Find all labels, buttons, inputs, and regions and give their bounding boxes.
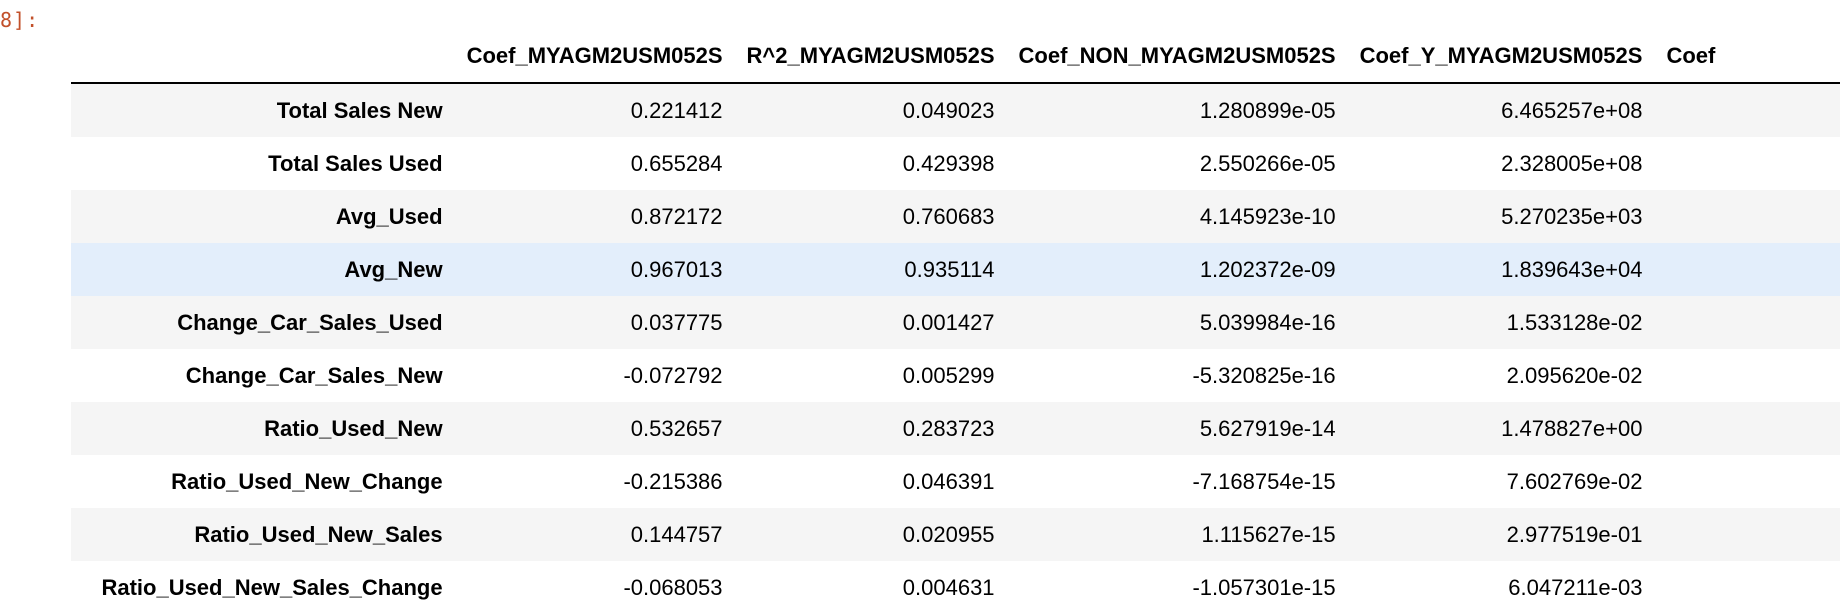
table-row: Change_Car_Sales_Used 0.037775 0.001427 …: [71, 296, 1840, 349]
table-row: Ratio_Used_New_Sales_Change -0.068053 0.…: [71, 561, 1840, 614]
cell-output-prompt: 8]:: [0, 8, 40, 32]
table-cell: 0.144757: [630, 522, 723, 547]
table-row: Ratio_Used_New_Change -0.215386 0.046391…: [71, 455, 1840, 508]
table-row: Ratio_Used_New_Sales 0.144757 0.020955 1…: [71, 508, 1840, 561]
table-cell: 4.145923e-10: [1199, 204, 1336, 229]
table-cell: 1.478827e+00: [1501, 416, 1643, 441]
table-cell: -5.320825e-16: [1192, 363, 1336, 388]
table-row: Change_Car_Sales_New -0.072792 0.005299 …: [71, 349, 1840, 402]
table-cell: 0.872172: [630, 204, 723, 229]
table-cell: 1.202372e-09: [1199, 257, 1336, 282]
table-cell: [1642, 455, 1840, 508]
table-cell: [1642, 508, 1840, 561]
table-cell: 1.533128e-02: [1506, 310, 1643, 335]
table-cell: 0.049023: [902, 98, 995, 123]
table-cell: 0.532657: [630, 416, 723, 441]
table-cell: 0.221412: [630, 98, 723, 123]
row-index: Change_Car_Sales_New: [185, 363, 443, 388]
table-cell: 6.465257e+08: [1501, 98, 1643, 123]
row-index: Ratio_Used_New: [264, 416, 443, 441]
index-header: [71, 30, 443, 84]
header-row: Coef_MYAGM2USM052S R^2_MYAGM2USM052S Coe…: [71, 30, 1840, 84]
table-cell: -0.215386: [623, 469, 723, 494]
table-row-hovered: Avg_New 0.967013 0.935114 1.202372e-09 1…: [71, 243, 1840, 296]
table-cell: 0.020955: [902, 522, 995, 547]
table-cell: -7.168754e-15: [1192, 469, 1336, 494]
table-cell: 0.004631: [902, 575, 995, 600]
table-cell: 0.046391: [902, 469, 995, 494]
table-header: Coef_MYAGM2USM052S R^2_MYAGM2USM052S Coe…: [71, 30, 1840, 84]
table-row: Avg_Used 0.872172 0.760683 4.145923e-10 …: [71, 190, 1840, 243]
table-cell: 2.328005e+08: [1501, 151, 1643, 176]
table-cell: 2.977519e-01: [1506, 522, 1643, 547]
table-cell: [1642, 349, 1840, 402]
table-cell: 5.627919e-14: [1199, 416, 1336, 441]
table-cell: 1.839643e+04: [1501, 257, 1643, 282]
column-header: Coef_MYAGM2USM052S: [442, 30, 723, 84]
table-cell: 0.935114: [904, 257, 995, 282]
row-index: Ratio_Used_New_Change: [171, 469, 443, 494]
table-cell: 0.967013: [630, 257, 723, 282]
table-cell: [1642, 190, 1840, 243]
table-row: Total Sales New 0.221412 0.049023 1.2808…: [71, 83, 1840, 137]
table-cell: 2.095620e-02: [1506, 363, 1643, 388]
table-cell: [1642, 137, 1840, 190]
table-cell: 0.760683: [902, 204, 995, 229]
table-cell: [1642, 243, 1840, 296]
table-cell: 1.115627e-15: [1201, 522, 1336, 547]
table-cell: 0.001427: [902, 310, 995, 335]
table-cell: -0.068053: [623, 575, 723, 600]
table-cell: [1642, 561, 1840, 614]
table-cell: 0.037775: [630, 310, 723, 335]
table-cell: 5.039984e-16: [1199, 310, 1336, 335]
table-cell: 0.005299: [902, 363, 995, 388]
table-cell: -1.057301e-15: [1192, 575, 1336, 600]
table-cell: -0.072792: [623, 363, 723, 388]
table-cell: 0.429398: [902, 151, 995, 176]
table-cell: [1642, 83, 1840, 137]
row-index: Total Sales New: [276, 98, 443, 123]
row-index: Ratio_Used_New_Sales: [194, 522, 443, 547]
table-cell: 7.602769e-02: [1506, 469, 1643, 494]
row-index: Change_Car_Sales_Used: [177, 310, 443, 335]
table-cell: 0.655284: [630, 151, 723, 176]
row-index: Avg_Used: [335, 204, 443, 229]
table-cell: 6.047211e-03: [1508, 575, 1643, 600]
dataframe-output: Coef_MYAGM2USM052S R^2_MYAGM2USM052S Coe…: [71, 30, 1840, 614]
table-row: Total Sales Used 0.655284 0.429398 2.550…: [71, 137, 1840, 190]
table-cell: [1642, 296, 1840, 349]
row-index: Total Sales Used: [268, 151, 443, 176]
row-index: Avg_New: [344, 257, 443, 282]
table-body: Total Sales New 0.221412 0.049023 1.2808…: [71, 83, 1840, 614]
table-cell: [1642, 402, 1840, 455]
table-cell: 5.270235e+03: [1501, 204, 1643, 229]
table-row: Ratio_Used_New 0.532657 0.283723 5.62791…: [71, 402, 1840, 455]
column-header: Coef_Y_MYAGM2USM052S: [1335, 30, 1643, 84]
dataframe-table: Coef_MYAGM2USM052S R^2_MYAGM2USM052S Coe…: [71, 30, 1840, 614]
table-cell: 1.280899e-05: [1199, 98, 1336, 123]
table-cell: 2.550266e-05: [1199, 151, 1336, 176]
row-index: Ratio_Used_New_Sales_Change: [101, 575, 443, 600]
table-cell: 0.283723: [902, 416, 995, 441]
column-header: Coef_NON_MYAGM2USM052S: [994, 30, 1336, 84]
column-header: Coef: [1642, 30, 1840, 84]
column-header: R^2_MYAGM2USM052S: [722, 30, 995, 84]
